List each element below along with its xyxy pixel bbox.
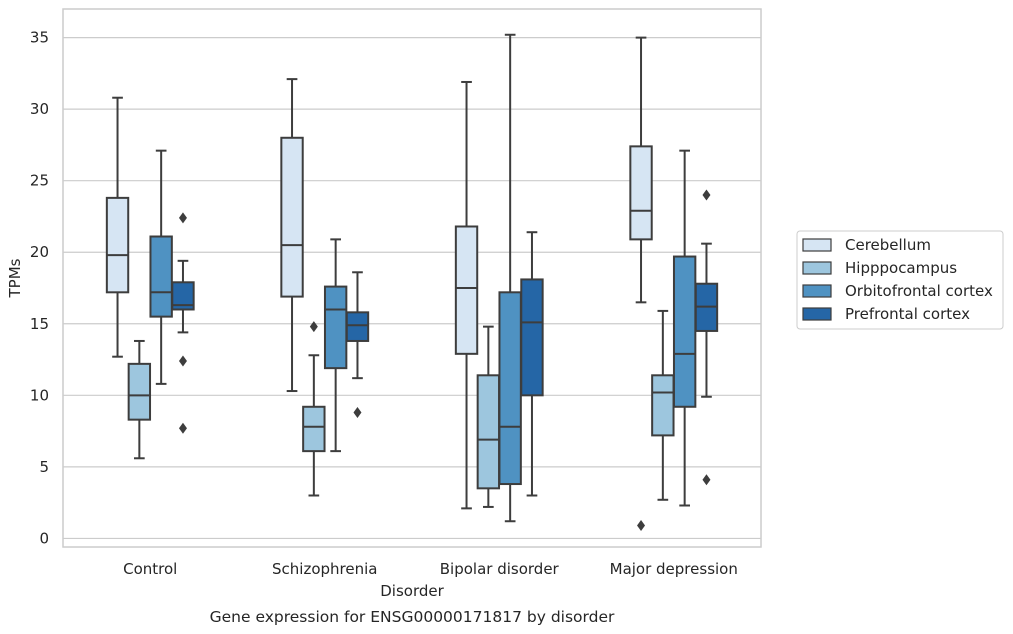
box-body — [454, 225, 479, 355]
legend-item: Hipppocampus — [802, 259, 957, 277]
legend-swatch — [802, 238, 832, 252]
y-tick-label: 5 — [39, 458, 49, 476]
outlier-point — [178, 422, 187, 434]
legend-label: Cerebellum — [845, 236, 931, 254]
legend-swatch — [802, 261, 832, 275]
box-body — [127, 362, 152, 421]
y-tick-labels: 0 5 10 15 20 25 30 35 — [30, 29, 49, 548]
y-tick-label: 35 — [30, 29, 49, 47]
x-tick-labels: Control Schizophrenia Bipolar disorder Majo… — [123, 560, 738, 578]
box-body — [651, 374, 675, 437]
box-2-1 — [476, 325, 501, 508]
box-body — [149, 235, 173, 318]
outlier-point — [702, 474, 711, 486]
box-0-2 — [149, 149, 173, 385]
box-body — [280, 136, 304, 298]
box-body — [171, 281, 195, 311]
y-tick-label: 15 — [30, 315, 49, 333]
outlier-point — [178, 355, 187, 367]
legend-item: Cerebellum — [802, 236, 931, 254]
legend-item: Orbitofrontal cortex — [802, 282, 993, 300]
box-1-3 — [345, 271, 370, 418]
box-body — [498, 291, 522, 486]
y-tick-label: 20 — [30, 243, 49, 261]
y-tick-label: 30 — [30, 100, 49, 118]
box-1-0 — [280, 78, 304, 393]
box-body — [345, 311, 370, 342]
outlier-point — [178, 212, 187, 224]
box-3-0 — [629, 36, 653, 532]
x-tick-label: Schizophrenia — [272, 560, 377, 578]
x-tick-label: Control — [123, 560, 177, 578]
box-body — [302, 405, 326, 453]
outlier-point — [637, 520, 646, 532]
box-0-0 — [105, 96, 130, 358]
y-axis-label: TPMs — [6, 258, 24, 298]
box-body — [105, 196, 130, 294]
legend-swatch — [802, 307, 832, 321]
x-tick-label: Bipolar disorder — [440, 560, 560, 578]
box-1-1 — [302, 321, 326, 497]
legend: Cerebellum Hipppocampus Orbitofrontal cort… — [796, 230, 1004, 330]
plot-area-frame — [62, 8, 762, 548]
y-tick-label: 10 — [30, 386, 49, 404]
legend-frame — [796, 230, 1004, 330]
box-3-3 — [694, 189, 719, 486]
outlier-point — [309, 321, 318, 333]
legend-swatch — [802, 284, 832, 298]
figure-caption: Gene expression for ENSG00000171817 by d… — [210, 608, 615, 626]
box-body — [520, 278, 544, 397]
boxes — [105, 33, 719, 532]
legend-label: Hipppocampus — [845, 259, 957, 277]
box-body — [672, 255, 697, 408]
outlier-point — [702, 189, 711, 201]
legend-item: Prefrontal cortex — [802, 305, 970, 323]
box-0-3 — [171, 212, 195, 434]
x-axis-label: Disorder — [380, 582, 444, 600]
x-tick-label: Major depression — [610, 560, 738, 578]
y-tick-label: 0 — [39, 529, 49, 547]
box-body — [323, 285, 348, 370]
box-1-2 — [323, 238, 348, 453]
box-0-1 — [127, 339, 152, 460]
outlier-point — [353, 407, 362, 418]
legend-label: Orbitofrontal cortex — [845, 282, 993, 300]
box-3-1 — [651, 309, 675, 501]
box-body — [476, 374, 501, 490]
y-tick-label: 25 — [30, 172, 49, 190]
box-body — [629, 145, 653, 241]
box-2-3 — [520, 231, 544, 497]
legend-label: Prefrontal cortex — [845, 305, 970, 323]
gridlines — [63, 37, 761, 540]
box-2-0 — [454, 80, 479, 510]
box-3-2 — [672, 149, 697, 507]
